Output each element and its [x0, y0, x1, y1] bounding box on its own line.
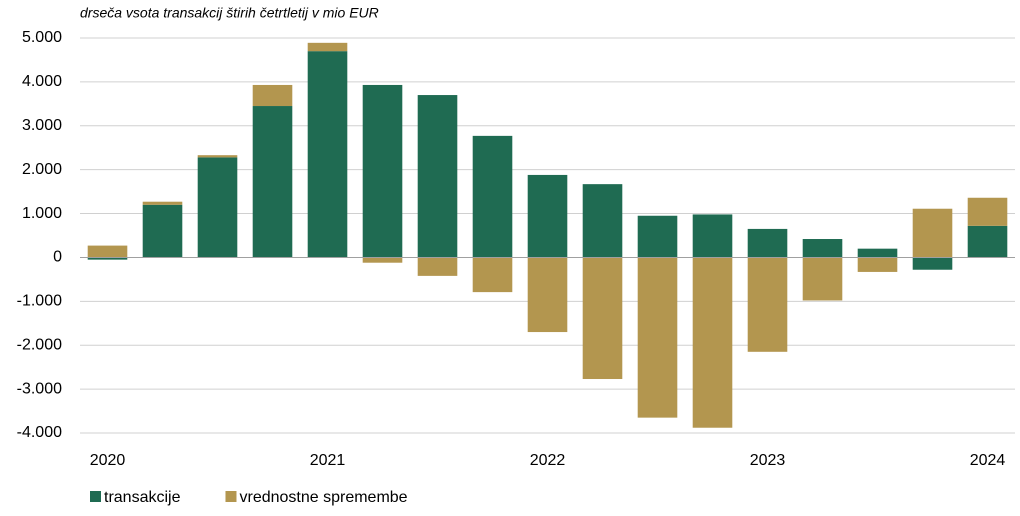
bar	[307, 42, 348, 52]
bar	[142, 204, 183, 258]
bar	[912, 208, 953, 258]
bar	[747, 257, 788, 352]
bar	[967, 197, 1008, 226]
legend-label: vrednostne spremembe	[239, 489, 407, 506]
y-tick-label: 0	[53, 249, 62, 266]
bar	[252, 106, 293, 258]
bar	[637, 215, 678, 258]
y-tick-label: 5.000	[22, 29, 62, 46]
bar	[857, 257, 898, 272]
bar	[747, 228, 788, 258]
legend-label: transakcije	[104, 489, 181, 506]
bar	[307, 51, 348, 258]
bar	[362, 257, 403, 263]
bar	[692, 257, 733, 428]
y-tick-label: 4.000	[22, 73, 62, 90]
bar	[857, 248, 898, 258]
bar	[197, 155, 238, 158]
legend-swatch	[225, 491, 237, 502]
y-tick-label: -4.000	[17, 424, 62, 441]
legend-swatch	[90, 491, 101, 502]
bar	[472, 257, 513, 293]
y-tick-label: -3.000	[17, 380, 62, 397]
bar	[967, 225, 1008, 258]
y-tick-label: 1.000	[22, 205, 62, 222]
chart-subtitle: drseča vsota transakcij štirih četrtleti…	[80, 5, 379, 21]
x-tick-label: 2020	[90, 452, 126, 469]
x-tick-label: 2024	[970, 452, 1006, 469]
bar	[802, 257, 843, 301]
y-tick-label: -1.000	[17, 293, 62, 310]
y-tick-label: 2.000	[22, 161, 62, 178]
bar	[87, 245, 128, 258]
bar	[637, 257, 678, 418]
bar	[87, 257, 128, 260]
x-tick-label: 2023	[750, 452, 786, 469]
bar	[527, 174, 568, 258]
bar	[912, 257, 953, 270]
bar	[362, 84, 403, 258]
bar	[527, 257, 568, 333]
bar	[582, 184, 623, 258]
bar	[472, 135, 513, 258]
bar	[417, 257, 458, 276]
y-tick-label: -2.000	[17, 336, 62, 353]
bar	[142, 201, 183, 205]
bar	[582, 257, 623, 380]
bar	[252, 84, 293, 107]
bar	[802, 239, 843, 258]
x-tick-label: 2021	[310, 452, 346, 469]
bar	[417, 95, 458, 258]
bar	[692, 214, 733, 258]
bar	[197, 157, 238, 258]
x-tick-label: 2022	[530, 452, 566, 469]
y-tick-label: 3.000	[22, 117, 62, 134]
